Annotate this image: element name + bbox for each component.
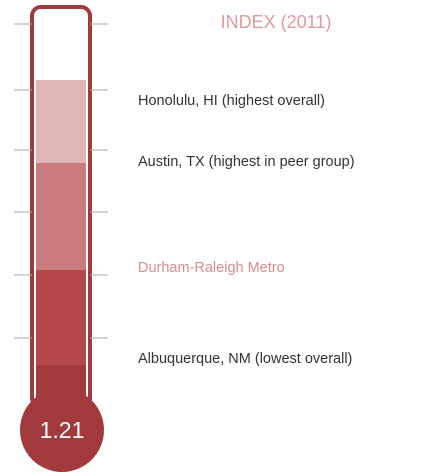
level-peer	[36, 163, 86, 270]
title: INDEX (2011)	[221, 12, 332, 32]
bulb-value: 1.21	[40, 417, 85, 443]
ticks	[14, 23, 108, 339]
label: Albuquerque, NM (lowest overall)	[138, 351, 352, 367]
label: Durham-Raleigh Metro	[138, 260, 285, 276]
tube: 1.21	[14, 5, 108, 472]
level-metro	[36, 270, 86, 365]
level-high	[36, 80, 86, 163]
label: Honolulu, HI (highest overall)	[138, 93, 325, 109]
label: Austin, TX (highest in peer group)	[138, 154, 355, 170]
bulb	[20, 388, 104, 472]
